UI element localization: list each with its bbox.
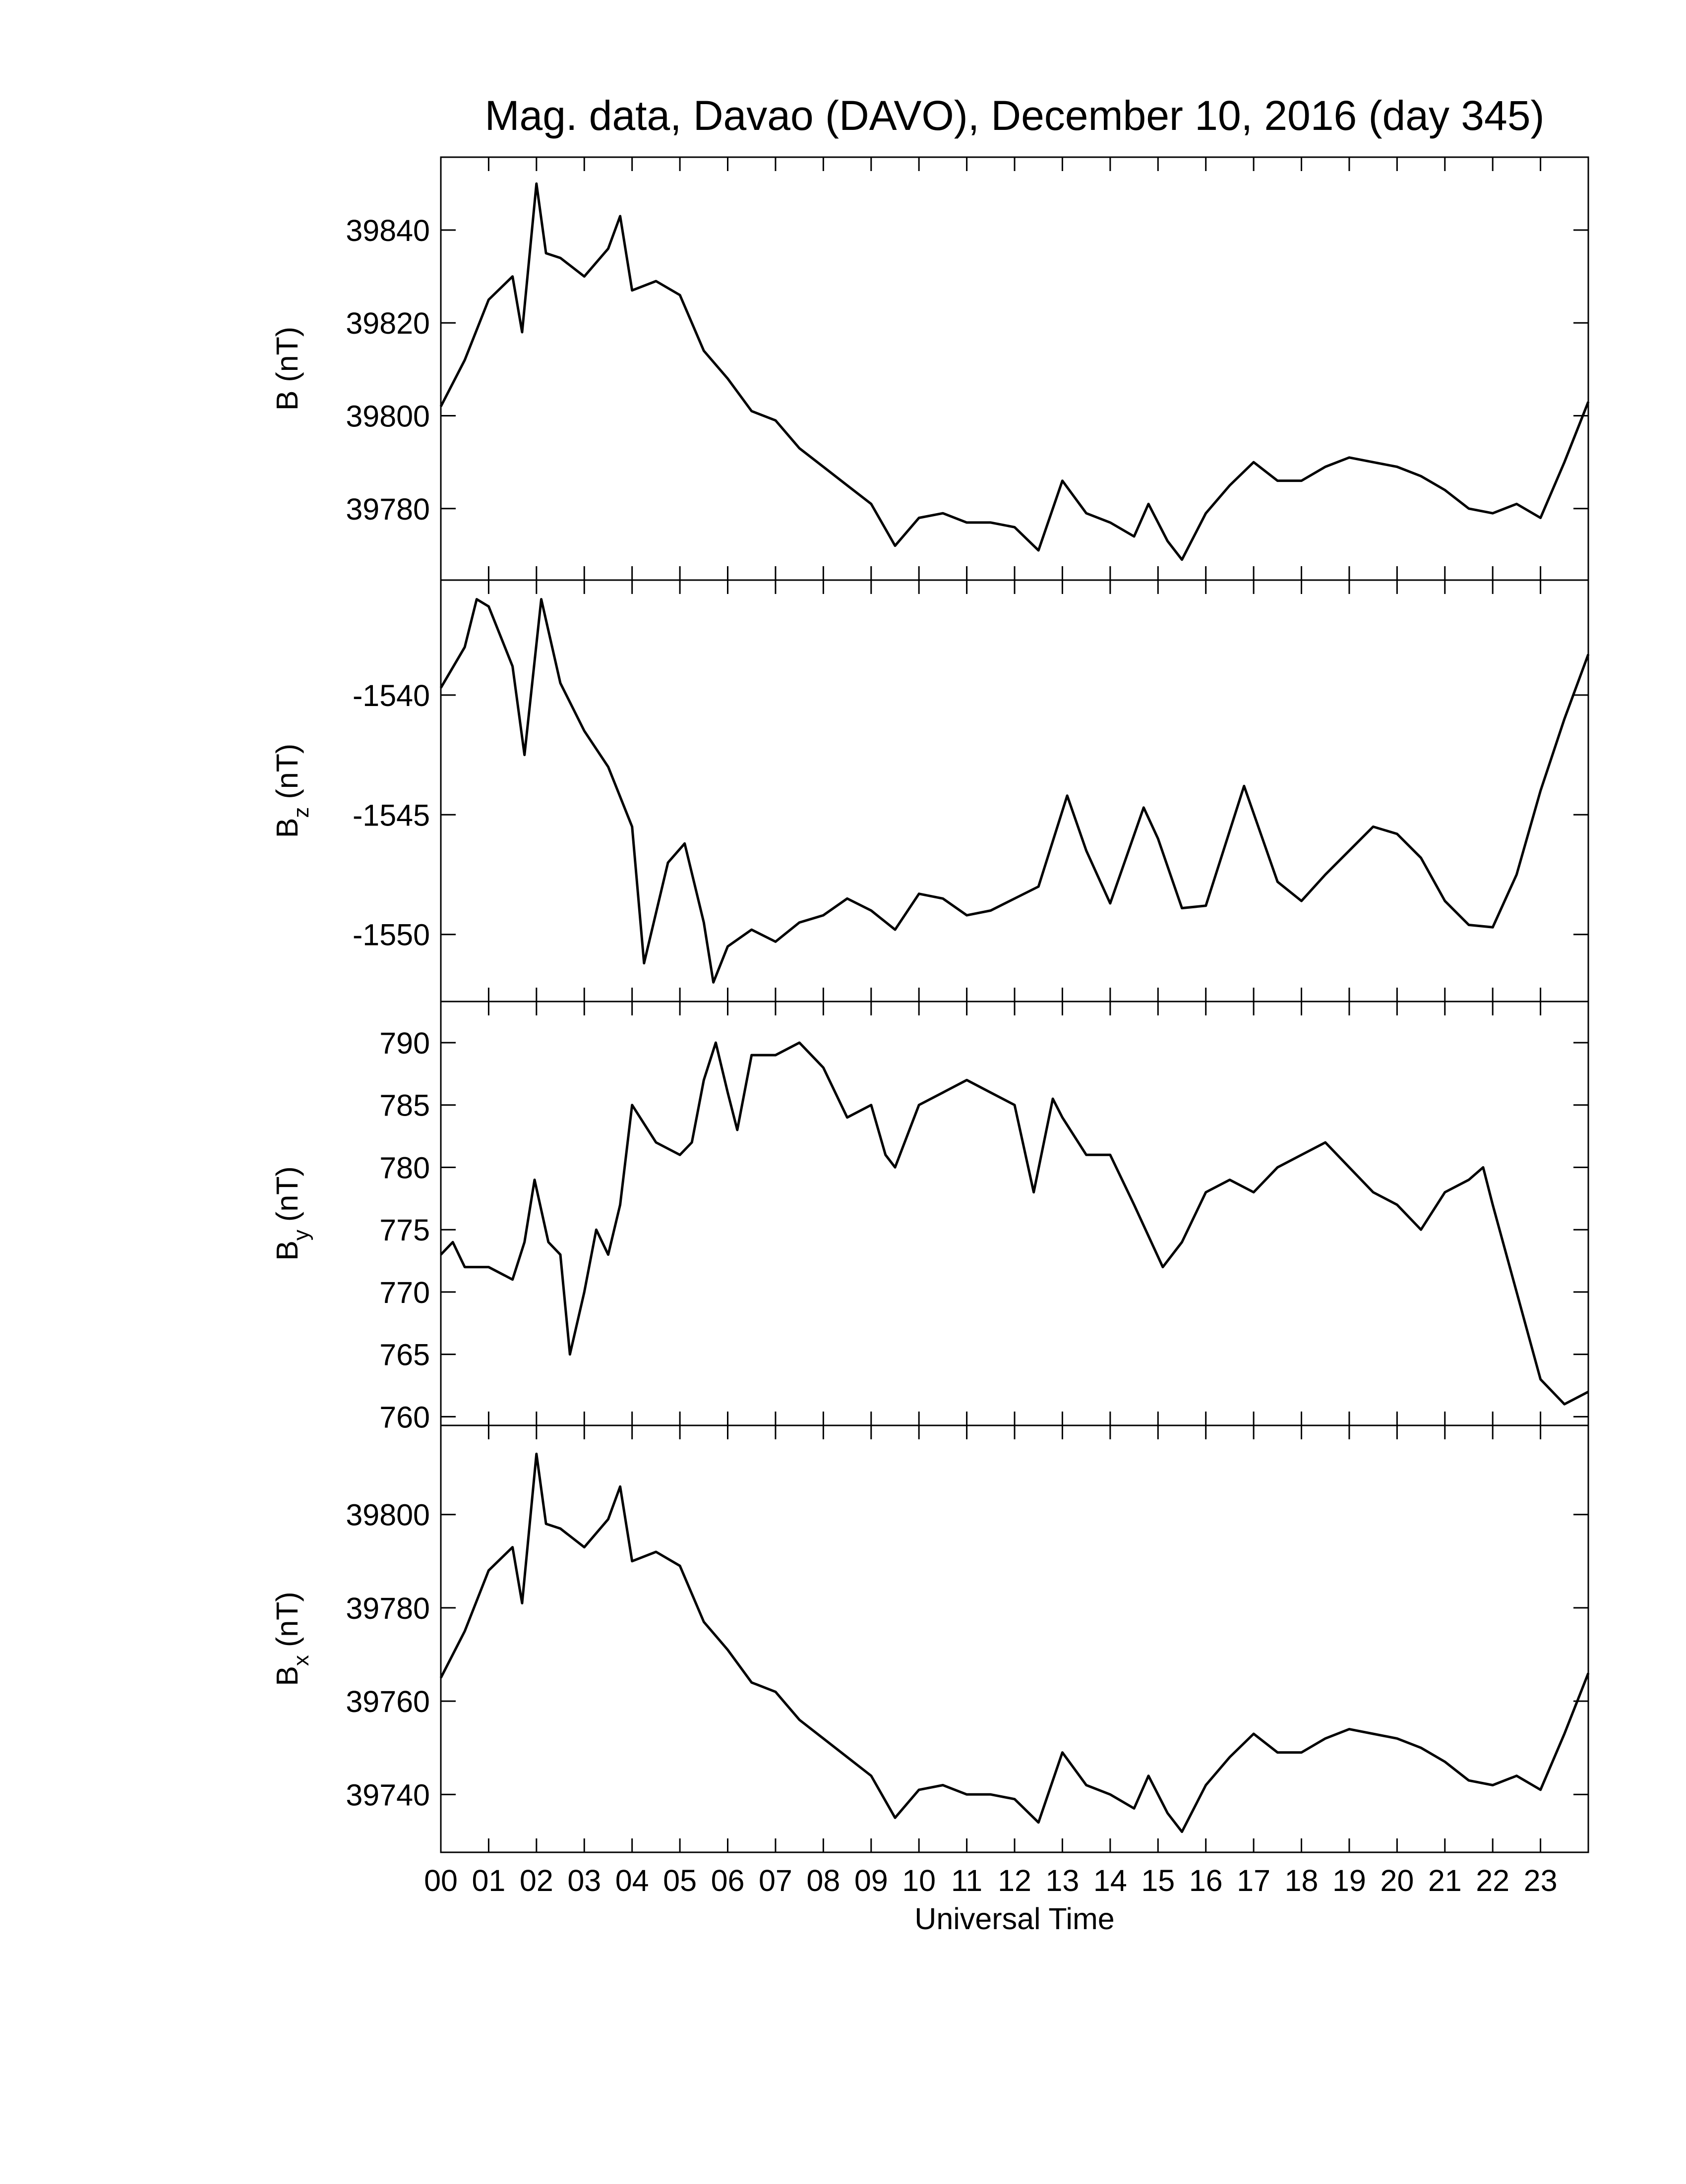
y-label-unit: (nT) bbox=[270, 1166, 304, 1222]
x-tick-label: 07 bbox=[759, 1864, 792, 1897]
x-tick-label: 16 bbox=[1189, 1864, 1223, 1897]
x-tick-label: 06 bbox=[711, 1864, 745, 1897]
x-tick-label: 01 bbox=[472, 1864, 505, 1897]
y-label-unit: (nT) bbox=[270, 1592, 304, 1647]
x-tick-label: 11 bbox=[951, 1864, 982, 1897]
y-tick-label: 790 bbox=[379, 1026, 430, 1060]
y-label-subscript: x bbox=[289, 1655, 313, 1666]
y-tick-label: 39760 bbox=[346, 1685, 430, 1718]
y-tick-label: 39840 bbox=[346, 214, 430, 247]
y-label-subscript: z bbox=[289, 807, 313, 818]
y-tick-label: 780 bbox=[379, 1151, 430, 1184]
y-axis-label: B (nT) bbox=[270, 327, 304, 411]
y-tick-label: 39780 bbox=[346, 492, 430, 526]
x-tick-label: 04 bbox=[615, 1864, 649, 1897]
y-tick-label: 775 bbox=[379, 1213, 430, 1247]
x-tick-label: 17 bbox=[1237, 1864, 1270, 1897]
x-tick-label: 08 bbox=[806, 1864, 840, 1897]
x-tick-label: 23 bbox=[1524, 1864, 1558, 1897]
plot-frame bbox=[440, 1001, 1589, 1426]
x-tick-label: 22 bbox=[1476, 1864, 1509, 1897]
y-axis-label: Bz (nT) bbox=[270, 744, 313, 838]
x-tick-label: 14 bbox=[1093, 1864, 1127, 1897]
y-label-symbol: B bbox=[270, 818, 304, 838]
panel: 760 765 770 775 780 785 790 By (nT) bbox=[270, 1001, 1589, 1434]
panel: 39740 39760 39780 39800 00 01 02 03 04 05 06 07 08 09… bbox=[270, 1424, 1590, 1936]
y-label-subscript: y bbox=[289, 1230, 313, 1240]
data-line bbox=[440, 1041, 1589, 1406]
y-tick-label: 39800 bbox=[346, 1498, 430, 1532]
y-label-symbol: B bbox=[270, 1240, 304, 1261]
data-line bbox=[439, 598, 1590, 984]
x-tick-label: 09 bbox=[854, 1864, 888, 1897]
y-tick-label: 39820 bbox=[346, 306, 430, 340]
x-tick-label: 19 bbox=[1332, 1864, 1366, 1897]
x-tick-label: 21 bbox=[1428, 1864, 1462, 1897]
panel: -1550 -1545 -1540 Bz (nT) bbox=[270, 579, 1590, 1003]
panel: Mag. data, Davao (DAVO), December 10, 20… bbox=[270, 92, 1590, 581]
y-tick-label: 39740 bbox=[346, 1778, 430, 1812]
x-tick-label: 12 bbox=[998, 1864, 1031, 1897]
y-tick-label: 760 bbox=[379, 1400, 430, 1434]
data-line bbox=[439, 1452, 1590, 1833]
x-tick-label: 20 bbox=[1380, 1864, 1414, 1897]
y-tick-label: -1550 bbox=[353, 918, 430, 952]
data-line bbox=[439, 182, 1590, 561]
x-tick-label: 13 bbox=[1045, 1864, 1079, 1897]
y-tick-label: -1540 bbox=[353, 679, 430, 712]
x-tick-label: 15 bbox=[1141, 1864, 1175, 1897]
x-tick-label: 05 bbox=[663, 1864, 697, 1897]
y-tick-label: 785 bbox=[379, 1089, 430, 1122]
y-axis-label: By (nT) bbox=[270, 1166, 313, 1261]
x-axis-label: Universal Time bbox=[914, 1902, 1114, 1936]
x-tick-label: 02 bbox=[520, 1864, 553, 1897]
y-axis-label: Bx (nT) bbox=[270, 1592, 313, 1686]
chart-title: Mag. data, Davao (DAVO), December 10, 20… bbox=[485, 92, 1545, 139]
plot-frame bbox=[440, 579, 1589, 1003]
x-tick-label: 10 bbox=[902, 1864, 936, 1897]
y-tick-label: 765 bbox=[379, 1338, 430, 1372]
plot-frame bbox=[440, 1424, 1589, 1853]
plot-frame bbox=[440, 156, 1589, 581]
y-tick-label: -1545 bbox=[353, 798, 430, 832]
y-label-unit: (nT) bbox=[270, 744, 304, 799]
x-tick-label: 00 bbox=[424, 1864, 458, 1897]
x-tick-label: 18 bbox=[1285, 1864, 1319, 1897]
y-tick-label: 39800 bbox=[346, 399, 430, 433]
y-tick-label: 39780 bbox=[346, 1592, 430, 1625]
x-tick-label: 03 bbox=[567, 1864, 601, 1897]
y-tick-label: 770 bbox=[379, 1276, 430, 1309]
y-label-symbol: B bbox=[270, 1666, 304, 1686]
